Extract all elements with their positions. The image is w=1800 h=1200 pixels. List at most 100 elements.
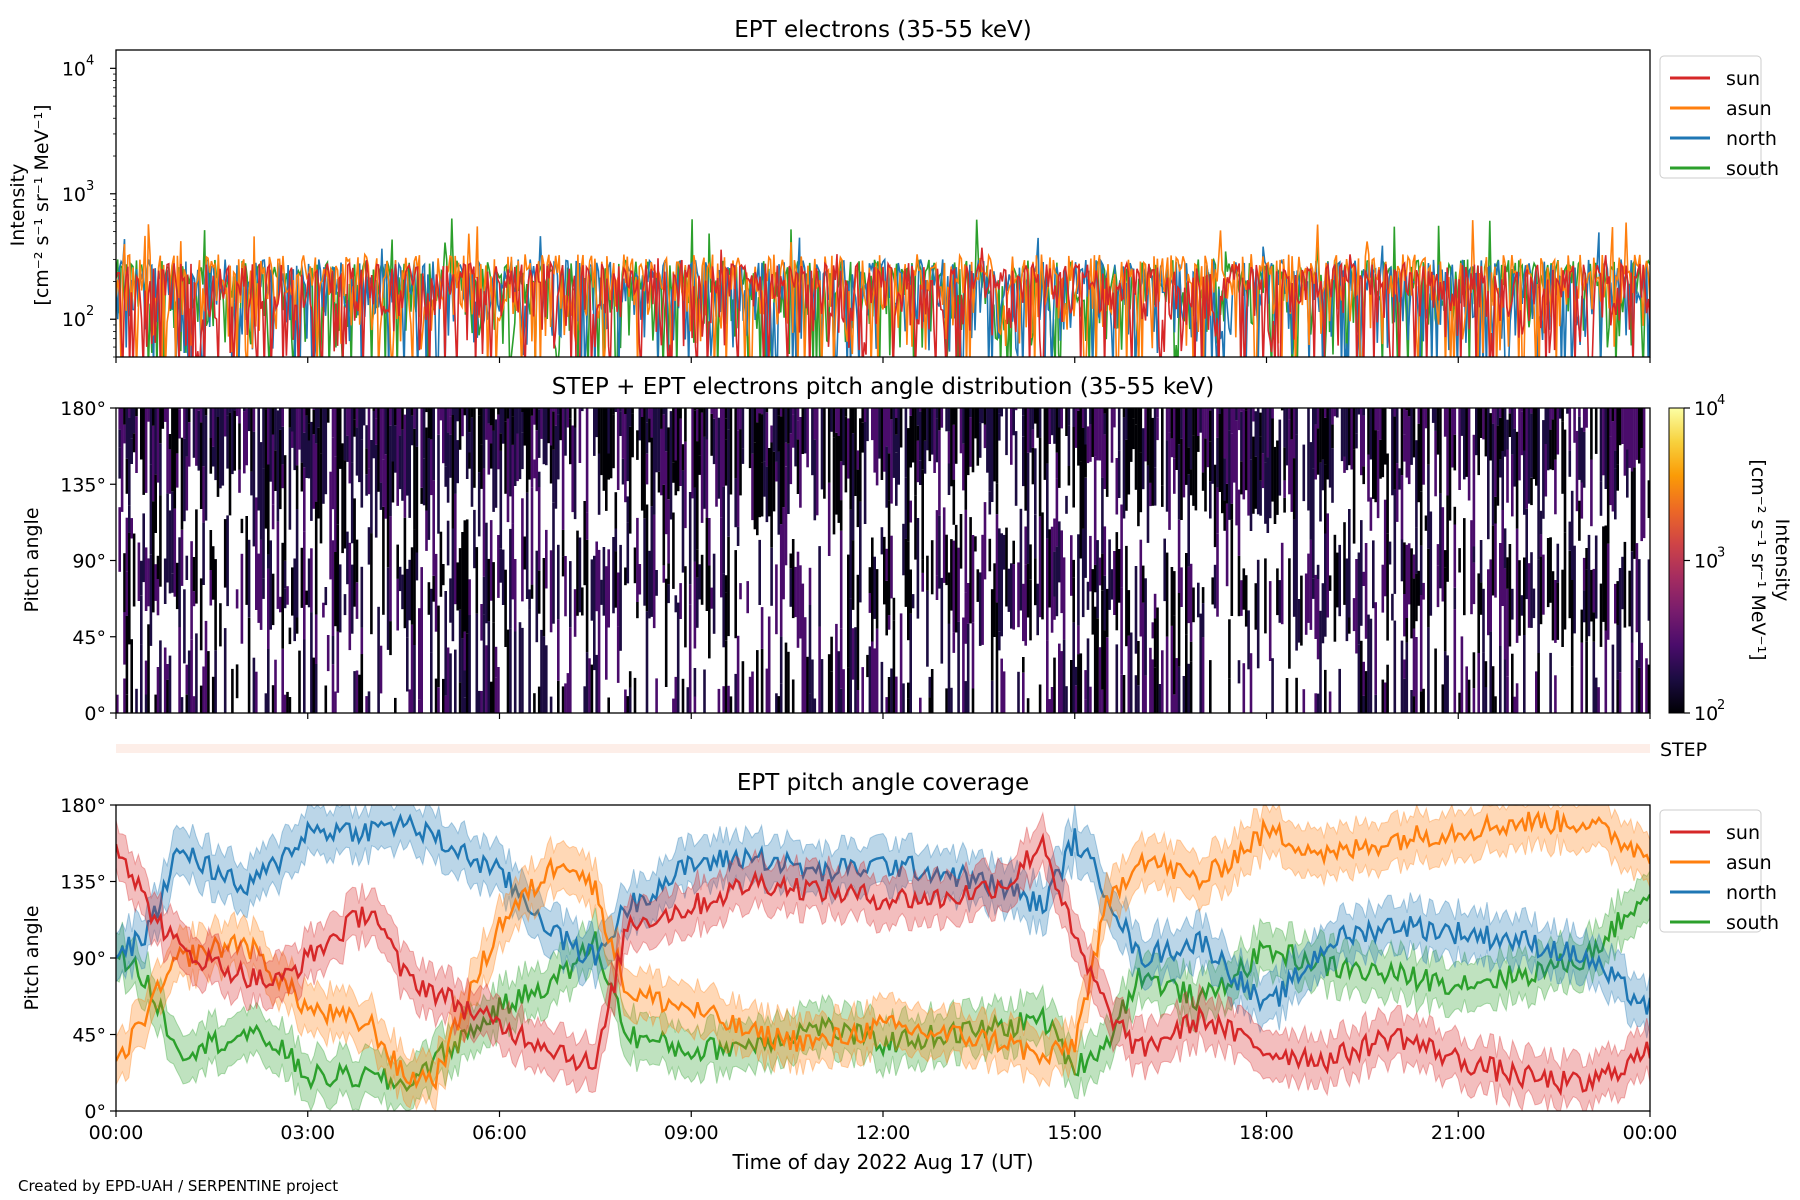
heatmap-cell	[415, 446, 419, 553]
heatmap-cell	[468, 452, 471, 469]
heatmap-cell	[710, 408, 713, 414]
heatmap-cell	[600, 579, 603, 605]
heatmap-cell	[413, 529, 416, 645]
heatmap-cell	[849, 408, 852, 510]
heatmap-cell	[935, 408, 939, 419]
heatmap-cell	[1618, 568, 1622, 673]
heatmap-cell	[552, 408, 555, 412]
heatmap-cell	[945, 408, 948, 432]
heatmap-cell	[1031, 429, 1035, 448]
heatmap-cell	[1288, 558, 1291, 669]
heatmap-cell	[1225, 408, 1229, 484]
heatmap-cell	[202, 666, 205, 713]
heatmap-cell	[1515, 431, 1519, 529]
heatmap-cell	[1606, 543, 1610, 640]
heatmap-cell	[1170, 678, 1174, 713]
heatmap-cell	[938, 515, 941, 589]
heatmap-cell	[907, 682, 910, 699]
heatmap-cell	[1201, 637, 1205, 713]
heatmap-cell	[1285, 678, 1289, 713]
heatmap-cell	[398, 566, 402, 592]
heatmap-cell	[700, 554, 704, 605]
heatmap-cell	[1623, 408, 1627, 476]
heatmap-cell	[1134, 424, 1138, 490]
heatmap-cell	[1338, 544, 1341, 617]
heatmap-cell	[597, 453, 601, 515]
heatmap-cell	[564, 408, 567, 456]
heatmap-cell	[930, 540, 934, 595]
heatmap-cell	[1242, 408, 1246, 410]
heatmap-cell	[1482, 588, 1485, 653]
heatmap-cell	[561, 408, 565, 449]
heatmap-cell	[763, 461, 766, 497]
heatmap-cell	[895, 418, 898, 435]
heatmap-cell	[552, 577, 555, 624]
heatmap-cell	[1292, 458, 1296, 520]
heatmap-cell	[1424, 408, 1428, 429]
heatmap-cell	[1508, 544, 1512, 647]
heatmap-cell	[1240, 411, 1243, 462]
heatmap-cell	[1101, 477, 1104, 540]
heatmap-cell	[760, 648, 764, 713]
heatmap-cell	[1383, 499, 1387, 597]
band-asun	[116, 805, 1650, 1111]
heatmap-cell	[681, 470, 685, 573]
heatmap-cell	[693, 408, 697, 411]
heatmap-cell	[861, 408, 864, 423]
heatmap-cell	[1324, 417, 1327, 465]
heatmap-cell	[511, 523, 515, 600]
heatmap-cell	[1058, 427, 1061, 488]
heatmap-cell	[1403, 659, 1406, 679]
heatmap-cell	[554, 408, 558, 426]
heatmap-cell	[219, 408, 222, 489]
heatmap-cell	[1158, 684, 1162, 713]
heatmap-cell	[1642, 440, 1646, 539]
heatmap-cell	[1482, 652, 1485, 713]
heatmap-cell	[964, 509, 968, 593]
heatmap-cell	[1093, 456, 1097, 565]
heatmap-cell	[775, 461, 778, 482]
heatmap-cell	[765, 412, 769, 467]
heatmap-cell	[703, 436, 706, 509]
heatmap-cell	[362, 408, 366, 426]
heatmap-cell	[734, 408, 737, 479]
heatmap-cell	[1182, 408, 1186, 480]
heatmap-cell	[1405, 642, 1409, 713]
heatmap-cell	[789, 568, 793, 607]
heatmap-cell	[1367, 408, 1370, 455]
heatmap-cell	[1393, 620, 1397, 713]
heatmap-cell	[487, 621, 491, 713]
heatmap-cell	[267, 464, 270, 555]
heatmap-cell	[250, 408, 253, 472]
heatmap-cell	[489, 408, 493, 426]
heatmap-cell	[693, 561, 697, 649]
heatmap-cell	[844, 408, 848, 417]
heatmap-cell	[1086, 638, 1090, 713]
heatmap-cell	[190, 639, 193, 713]
heatmap-cell	[1343, 456, 1346, 473]
heatmap-cell	[1278, 580, 1282, 623]
heatmap-cell	[1594, 535, 1598, 619]
heatmap-cell	[161, 408, 165, 429]
heatmap-cell	[1482, 408, 1485, 440]
heatmap-cell	[777, 408, 781, 416]
heatmap-cell	[461, 532, 464, 615]
heatmap-cell	[883, 408, 886, 472]
heatmap-cell	[187, 650, 191, 713]
heatmap-cell	[581, 587, 584, 616]
heatmap-cell	[1367, 614, 1370, 664]
heatmap-cell	[1523, 408, 1526, 451]
heatmap-cell	[679, 408, 682, 419]
heatmap-cell	[1005, 408, 1008, 456]
heatmap-cell	[952, 424, 956, 480]
heatmap-cell	[1393, 489, 1397, 594]
y-tick-label: 90°	[72, 948, 106, 970]
heatmap-cell	[851, 433, 855, 541]
heatmap-cell	[434, 678, 438, 713]
heatmap-cell	[549, 408, 553, 446]
heatmap-cell	[1249, 459, 1253, 531]
heatmap-cell	[394, 697, 397, 713]
heatmap-cell	[998, 528, 1001, 632]
colorbar-label-line1: Intensity	[1771, 519, 1793, 602]
heatmap-cell	[1618, 408, 1622, 423]
